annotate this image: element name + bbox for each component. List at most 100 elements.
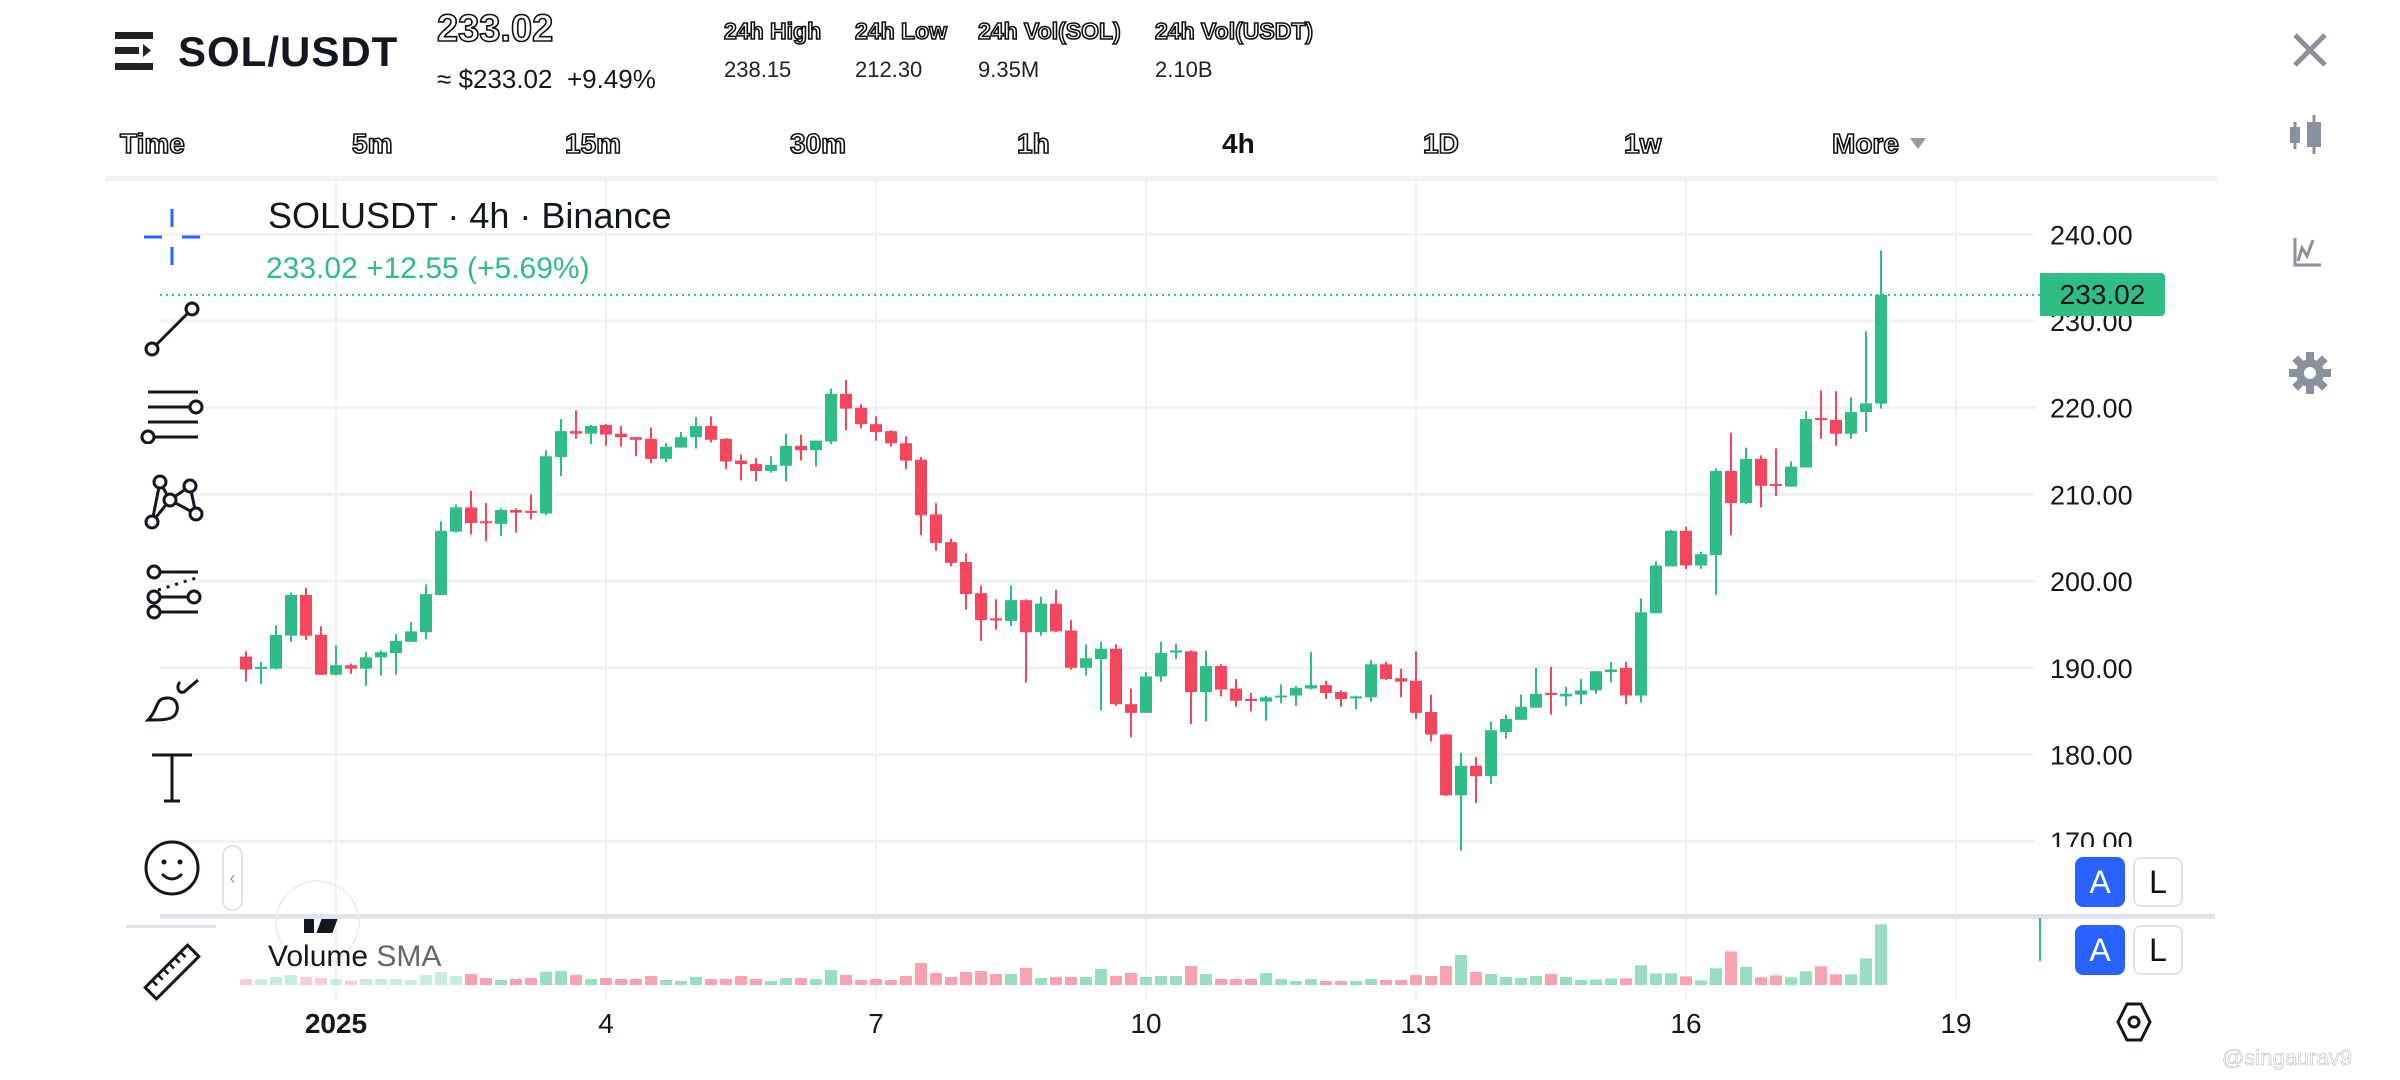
auto-scale-button[interactable]: A: [2075, 857, 2125, 907]
close-icon[interactable]: [2285, 25, 2335, 75]
volume-bar: [1605, 978, 1617, 985]
pane-divider[interactable]: [160, 914, 2215, 919]
candle-body: [630, 437, 642, 440]
timeframe-30m[interactable]: 30m: [789, 127, 847, 160]
stat-value: 2.10B: [1155, 57, 1213, 82]
candle-body: [765, 464, 777, 471]
volume-bar: [1860, 958, 1872, 985]
volume-bar: [1785, 977, 1797, 985]
volume-bar: [1140, 977, 1152, 985]
timeframe-4h[interactable]: 4h: [1222, 128, 1255, 159]
candle: [1755, 455, 1767, 508]
volume-bar: [855, 980, 867, 985]
candlestick-icon[interactable]: [2285, 112, 2335, 162]
candle: [540, 450, 552, 516]
ruler-icon[interactable]: [140, 940, 204, 1004]
candle-body: [1350, 696, 1362, 699]
candle-body: [450, 507, 462, 532]
candle-body: [1725, 470, 1737, 504]
volume-bar: [1440, 966, 1452, 985]
candle: [1005, 585, 1017, 627]
volume-bar: [1215, 979, 1227, 985]
pair-title[interactable]: SOL/USDT: [178, 28, 399, 75]
watermark: @singaurav9: [2222, 1045, 2353, 1071]
candle-body: [1785, 466, 1797, 487]
candle: [1230, 679, 1242, 707]
stat-24h-vol-usdt-: 24h Vol(USDT) 2.10B: [1154, 17, 1314, 83]
indicator-chart-icon[interactable]: [2285, 228, 2335, 278]
candle: [1395, 668, 1407, 698]
candle: [435, 521, 447, 595]
candle-body: [1170, 650, 1182, 653]
volume-bar: [1545, 974, 1557, 985]
candle: [1035, 596, 1047, 636]
volume-bar: [525, 978, 537, 985]
volume-bar: [900, 976, 912, 985]
candle-body: [360, 657, 372, 669]
emoji-icon[interactable]: [140, 836, 204, 900]
volume-bar: [540, 971, 552, 985]
stat-value: 212.30: [855, 57, 923, 82]
volume-log-scale-button[interactable]: L: [2133, 925, 2183, 975]
volume-bar: [975, 971, 987, 985]
trend-line-icon[interactable]: [140, 295, 204, 359]
stat-24h-high: 24h High 238.15: [723, 17, 822, 83]
crosshair-icon[interactable]: [140, 205, 204, 269]
candle: [1350, 695, 1362, 710]
y-tick-label: 180.00: [2050, 741, 2133, 771]
fib-channel-icon[interactable]: [140, 560, 204, 624]
volume-auto-scale-button[interactable]: A: [2075, 925, 2125, 975]
price-subline: ≈ $233.02 +9.49%: [437, 64, 656, 95]
x-tick-label: 13: [1400, 1008, 1431, 1039]
candle-body: [1425, 712, 1437, 735]
volume-bar: [930, 973, 942, 985]
gear-icon[interactable]: [2285, 348, 2335, 398]
volume-bar: [1875, 924, 1887, 985]
stat-value: 238.15: [724, 57, 792, 82]
timeframe-15m[interactable]: 15m: [564, 127, 622, 160]
horizontal-lines-icon[interactable]: [140, 380, 204, 445]
candle-body: [840, 393, 852, 409]
volume-bar: [615, 979, 627, 985]
volume-bar: [1800, 971, 1812, 985]
collapse-toolbar-button[interactable]: ‹: [222, 845, 243, 911]
timeframe-time[interactable]: Time: [119, 127, 185, 160]
volume-bar: [1080, 977, 1092, 985]
candle: [1140, 672, 1152, 713]
candle: [1440, 733, 1452, 797]
volume-bar: [990, 974, 1002, 985]
volume-bar: [390, 979, 402, 985]
candle: [1485, 721, 1497, 784]
timeframe-1d[interactable]: 1D: [1422, 127, 1459, 160]
timeframe-1w[interactable]: 1w: [1623, 127, 1662, 160]
volume-bar: [585, 979, 597, 985]
text-icon[interactable]: [140, 745, 204, 809]
hexagon-settings-icon[interactable]: [2112, 1000, 2156, 1049]
candle: [1545, 666, 1557, 715]
log-scale-button[interactable]: L: [2133, 857, 2183, 907]
timeframe-5m[interactable]: 5m: [351, 127, 393, 160]
volume-bar: [645, 976, 657, 985]
volume-bar: [1185, 966, 1197, 985]
timeframe-1h[interactable]: 1h: [1016, 127, 1050, 160]
volume-bar: [750, 979, 762, 985]
pattern-icon[interactable]: [140, 472, 204, 536]
timeframe-more[interactable]: More: [1831, 127, 1900, 160]
volume-bar: [1380, 980, 1392, 985]
volume-bar: [825, 970, 837, 985]
volume-bar: [1275, 979, 1287, 985]
menu-icon[interactable]: [115, 32, 157, 70]
volume-bar: [1845, 974, 1857, 985]
candle: [1110, 644, 1122, 706]
candle-body: [1530, 693, 1542, 708]
candle-body: [660, 446, 672, 459]
more-caret-icon[interactable]: [1910, 138, 1926, 149]
candle: [1020, 599, 1032, 683]
brush-icon[interactable]: [140, 660, 204, 724]
candle-body: [1290, 687, 1302, 696]
candle: [255, 661, 267, 685]
volume-bar: [1350, 981, 1362, 985]
volume-bar: [690, 977, 702, 985]
candle: [1740, 447, 1752, 504]
